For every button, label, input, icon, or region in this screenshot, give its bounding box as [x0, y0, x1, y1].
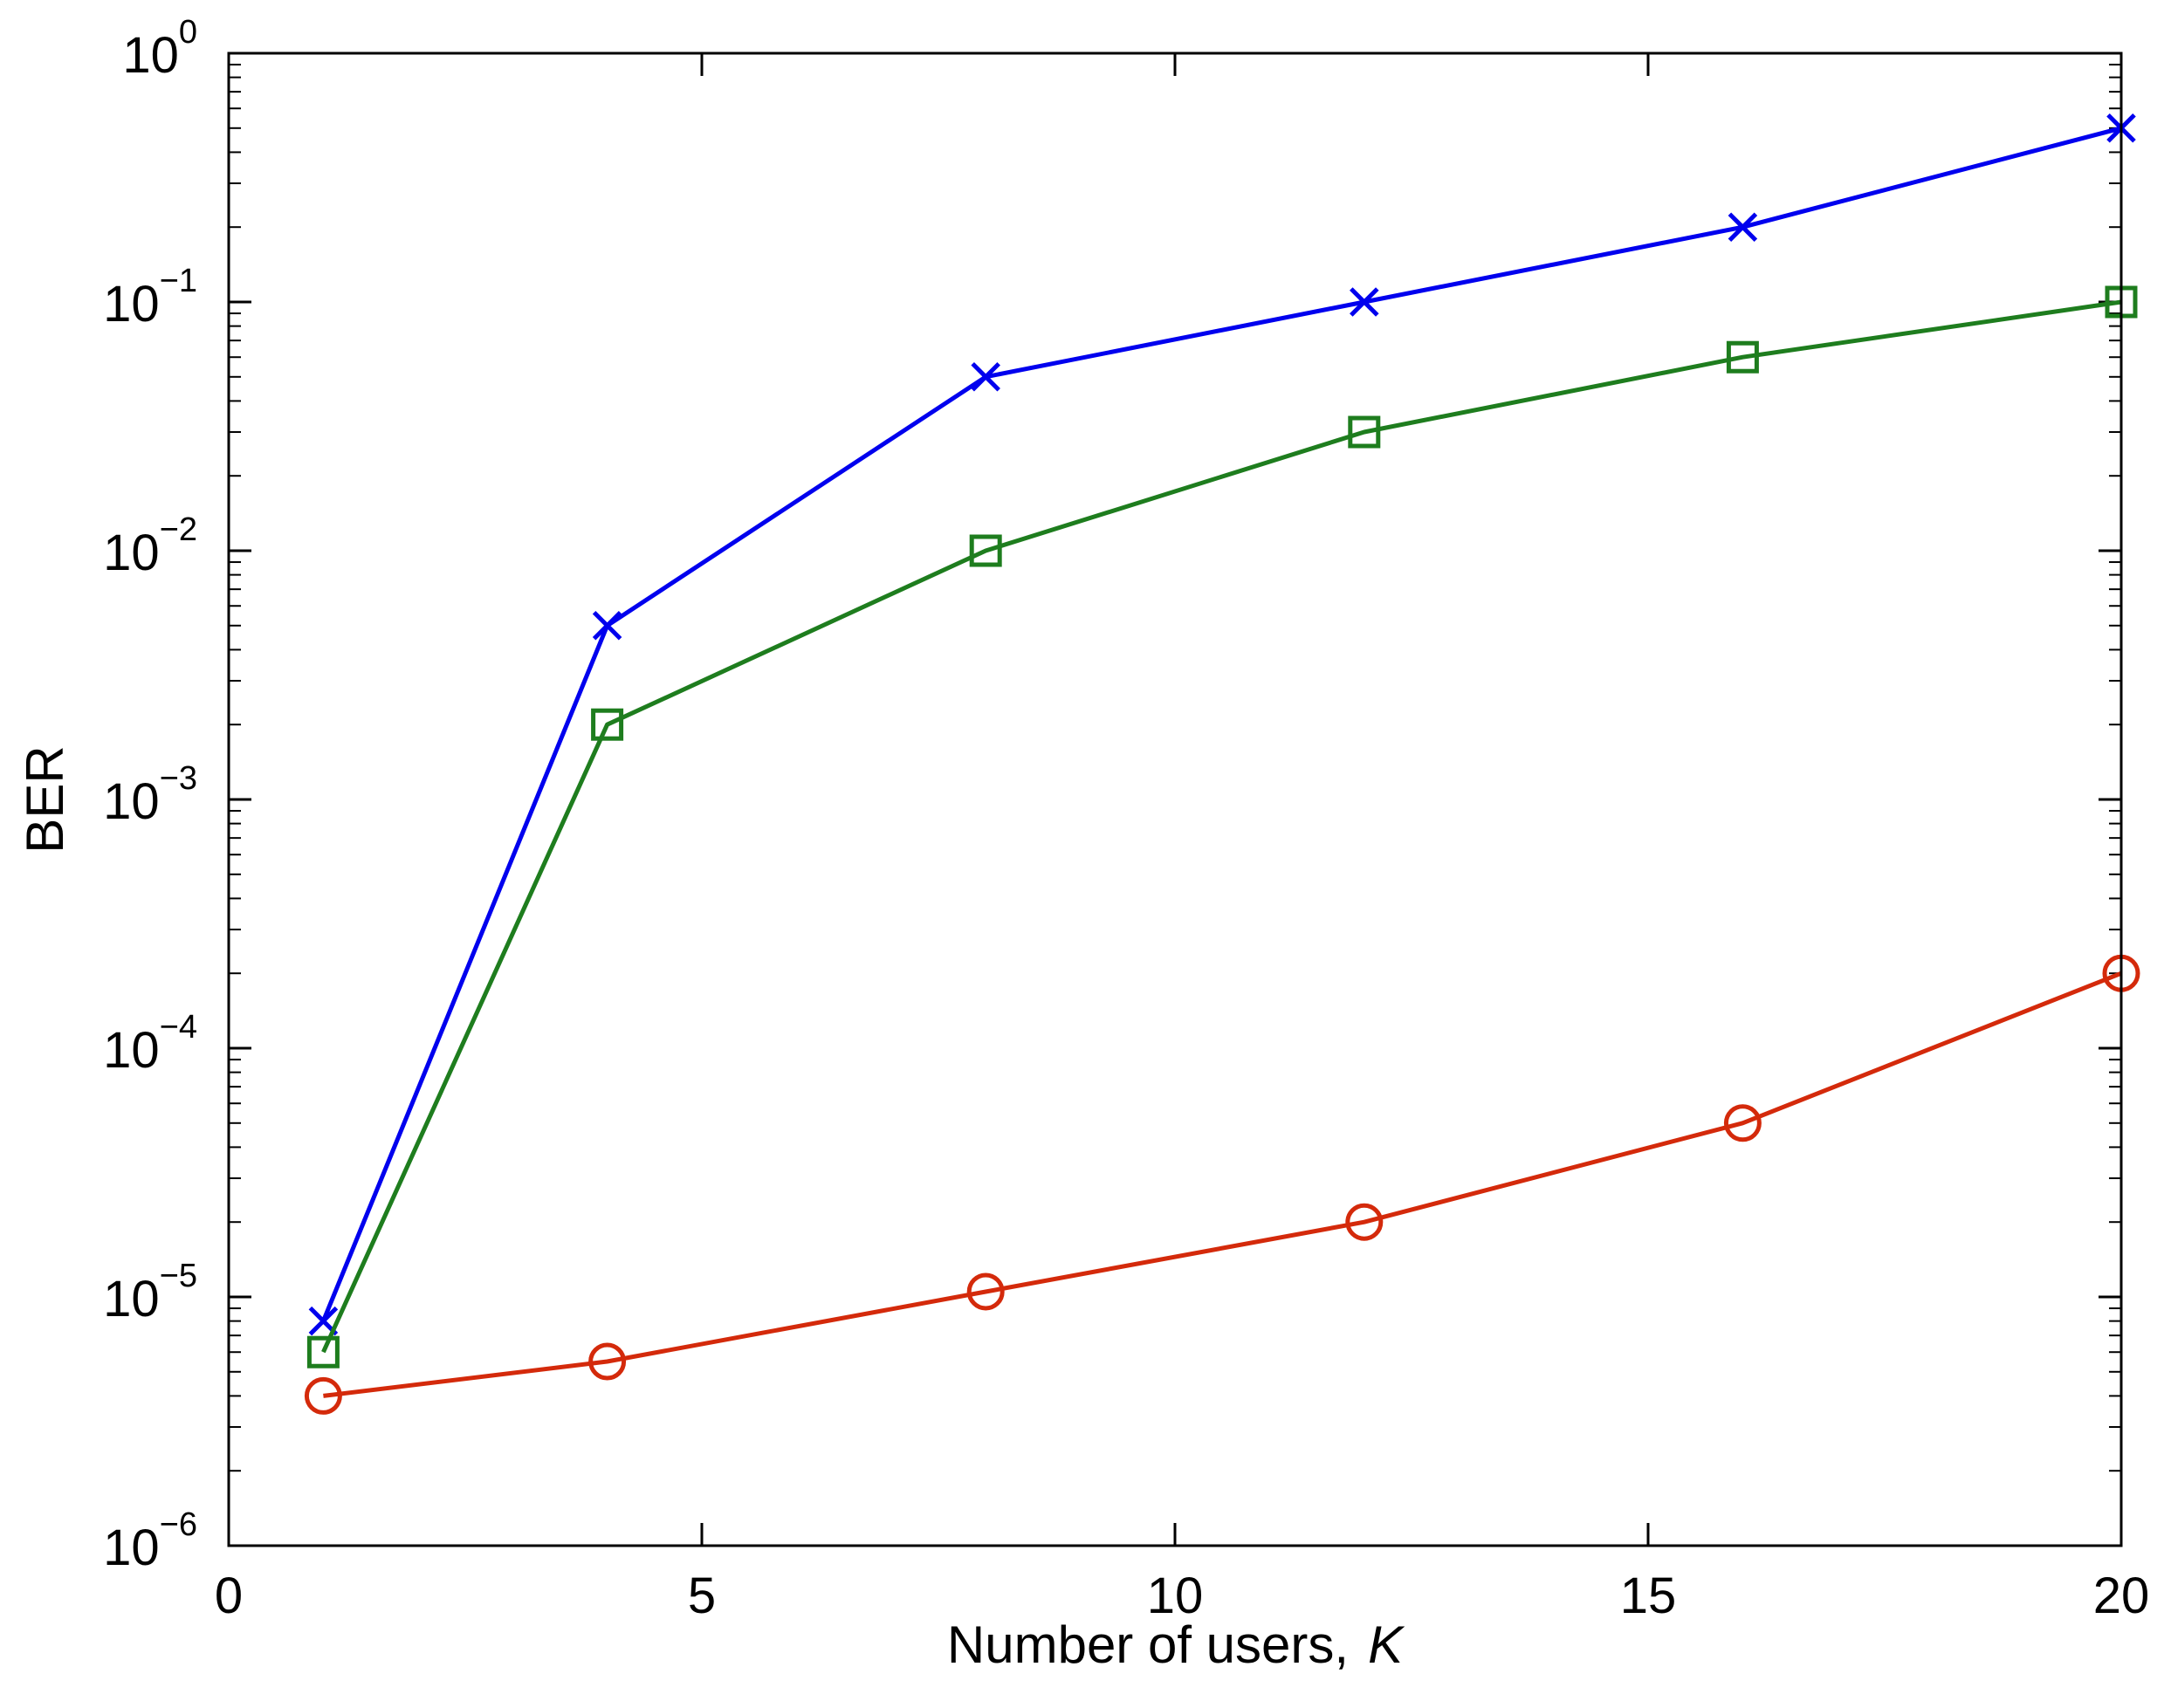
- y-tick-label: 10−5: [103, 1258, 197, 1327]
- data-point-square: [1726, 340, 1759, 374]
- series-line-circle: [323, 971, 2122, 1398]
- plot-frame: [227, 51, 2123, 1547]
- y-tick-label: 10−6: [103, 1506, 197, 1576]
- x-tick-label: 5: [688, 1567, 716, 1624]
- data-point-x: [1728, 212, 1758, 242]
- series-line-x: [321, 126, 2122, 1322]
- data-point-square: [306, 1335, 340, 1368]
- series-square: [306, 285, 2138, 1368]
- y-axis-title: BER: [16, 745, 74, 853]
- data-point-circle: [1345, 1203, 1384, 1241]
- data-point-x: [592, 611, 622, 641]
- data-point-circle: [966, 1272, 1005, 1311]
- x-tick-label: 20: [2093, 1567, 2150, 1624]
- x-tick-label: 15: [1620, 1567, 1677, 1624]
- y-tick-label: 10−3: [103, 760, 197, 830]
- labels-layer: 0 5 10 15 20 100 10−1 10−2 10−3 10−4 10−5 10−6: [103, 14, 2149, 1624]
- series-x: [308, 113, 2136, 1336]
- y-tick-label: 10−1: [103, 263, 197, 333]
- data-point-square: [1348, 415, 1381, 449]
- series-layer: [304, 113, 2140, 1415]
- y-tick-label: 10−2: [103, 511, 197, 581]
- data-point-x: [1350, 287, 1379, 317]
- x-tick-label: 0: [215, 1567, 243, 1624]
- x-tick-label: 10: [1147, 1567, 1204, 1624]
- data-point-circle: [1723, 1104, 1762, 1142]
- ticks-layer: [227, 51, 2123, 1547]
- y-tick-label: 100: [122, 14, 197, 84]
- x-axis-title: Number of users, K: [947, 1615, 1405, 1674]
- data-point-circle: [588, 1342, 627, 1381]
- series-line-square: [321, 299, 2122, 1354]
- data-point-x: [971, 362, 1000, 392]
- data-point-square: [591, 708, 624, 741]
- data-point-circle: [304, 1376, 342, 1415]
- series-circle: [304, 954, 2140, 1415]
- y-tick-label: 10−4: [103, 1009, 197, 1079]
- data-point-square: [969, 534, 1002, 567]
